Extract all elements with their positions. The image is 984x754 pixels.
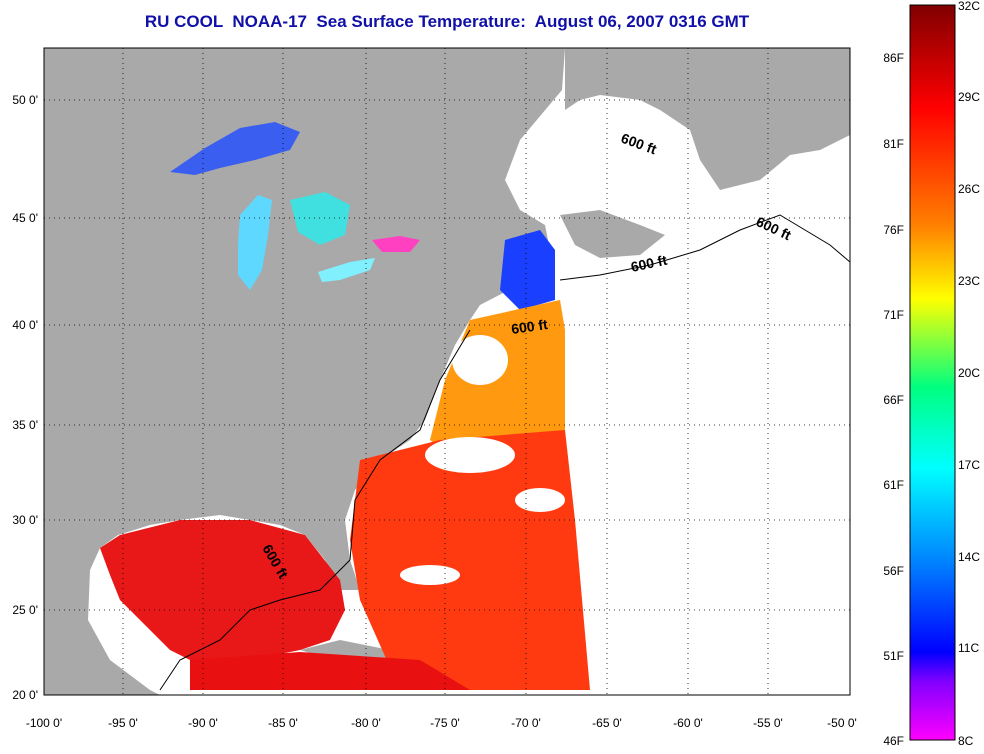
colorbar-label-c: 14C xyxy=(958,550,980,564)
land-nova-scotia xyxy=(560,210,665,258)
sst-gulf-of-mexico xyxy=(100,520,345,665)
colorbar-label-c: 8C xyxy=(958,734,974,748)
lake-erie xyxy=(318,258,375,282)
lon-tick-label: -80 0' xyxy=(351,716,381,730)
lon-tick-label: -100 0' xyxy=(26,716,62,730)
lat-axis: 50 0' 45 0' 40 0' 35 0' 30 0' 25 0' 20 0… xyxy=(12,93,38,702)
colorbar-gradient xyxy=(909,4,956,741)
lon-tick-label: -95 0' xyxy=(108,716,138,730)
colorbar-label-f: 71F xyxy=(883,308,904,322)
colorbar-label-f: 76F xyxy=(883,223,904,237)
cloud-patch xyxy=(452,335,508,385)
lon-axis: -100 0' -95 0' -90 0' -85 0' -80 0' -75 … xyxy=(26,716,857,730)
lon-tick-label: -90 0' xyxy=(188,716,218,730)
lake-michigan xyxy=(238,195,272,290)
colorbar-label-f: 56F xyxy=(883,564,904,578)
colorbar: 32C 29C 26C 23C 20C 17C 14C 11C 8C 86F 8… xyxy=(883,0,980,748)
colorbar-label-f: 46F xyxy=(883,734,904,748)
colorbar-label-c: 23C xyxy=(958,274,980,288)
lat-tick-label: 40 0' xyxy=(12,318,38,332)
sst-caribbean xyxy=(190,652,470,690)
lon-tick-label: -55 0' xyxy=(753,716,783,730)
cloud-patch xyxy=(515,488,565,512)
lake-superior xyxy=(170,122,300,175)
colorbar-label-f: 86F xyxy=(883,51,904,65)
colorbar-label-c: 29C xyxy=(958,90,980,104)
lat-tick-label: 45 0' xyxy=(12,211,38,225)
colorbar-label-c: 26C xyxy=(958,182,980,196)
lat-tick-label: 25 0' xyxy=(12,603,38,617)
lake-ontario xyxy=(372,236,420,252)
colorbar-label-c: 32C xyxy=(958,0,980,13)
lon-tick-label: -75 0' xyxy=(430,716,460,730)
land-north-america xyxy=(44,48,565,695)
colorbar-label-f: 81F xyxy=(883,137,904,151)
contour-label: 600 ft xyxy=(510,316,549,337)
lon-tick-label: -65 0' xyxy=(592,716,622,730)
colorbar-label-f: 51F xyxy=(883,649,904,663)
colorbar-label-c: 17C xyxy=(958,458,980,472)
lon-tick-label: -60 0' xyxy=(673,716,703,730)
lat-tick-label: 30 0' xyxy=(12,513,38,527)
cloud-patch xyxy=(400,565,460,585)
colorbar-label-f: 61F xyxy=(883,478,904,492)
lat-tick-label: 50 0' xyxy=(12,93,38,107)
gulf-of-maine-cold xyxy=(500,230,555,310)
map-title: RU COOL NOAA-17 Sea Surface Temperature:… xyxy=(144,12,750,31)
lat-tick-label: 35 0' xyxy=(12,418,38,432)
lon-tick-label: -50 0' xyxy=(827,716,857,730)
contour-600ft xyxy=(559,214,850,281)
lat-tick-label: 20 0' xyxy=(12,688,38,702)
colorbar-label-c: 11C xyxy=(958,641,979,655)
map-border xyxy=(43,47,851,696)
contour-label: 600 ft xyxy=(629,252,668,275)
lon-tick-label: -85 0' xyxy=(268,716,298,730)
colorbar-label-f: 66F xyxy=(883,393,904,407)
colorbar-label-c: 20C xyxy=(958,366,980,380)
lon-tick-label: -70 0' xyxy=(511,716,541,730)
land-newfoundland xyxy=(690,60,790,170)
lake-huron xyxy=(290,192,350,245)
contour-600ft-south xyxy=(349,329,471,561)
cloud-patch xyxy=(425,437,515,473)
